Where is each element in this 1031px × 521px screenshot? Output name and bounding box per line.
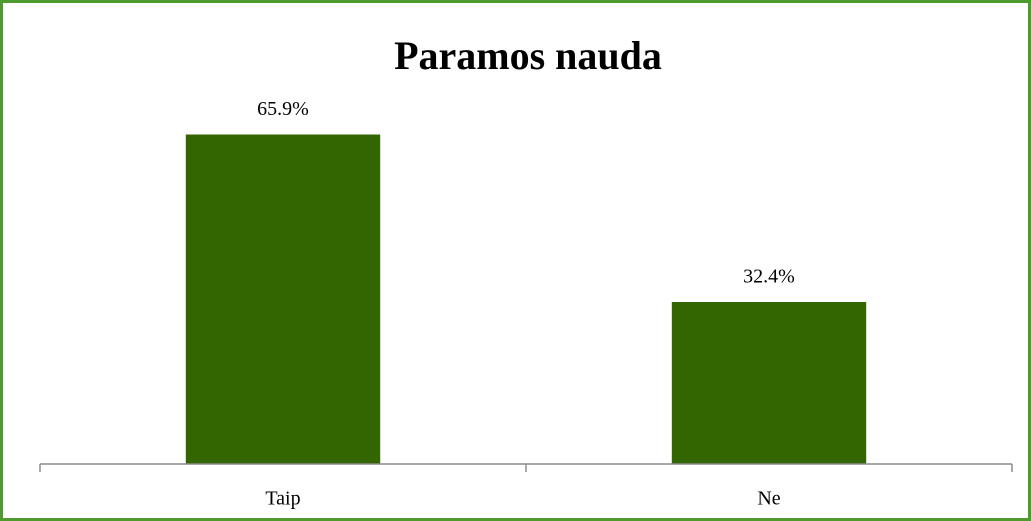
data-label: 32.4% [743, 266, 795, 288]
bar [671, 302, 867, 464]
bar [185, 134, 381, 464]
x-tick-label: Ne [757, 488, 780, 510]
x-tick-label: Taip [265, 488, 300, 510]
data-label: 65.9% [257, 98, 309, 120]
chart-title: Paramos nauda [394, 33, 662, 78]
